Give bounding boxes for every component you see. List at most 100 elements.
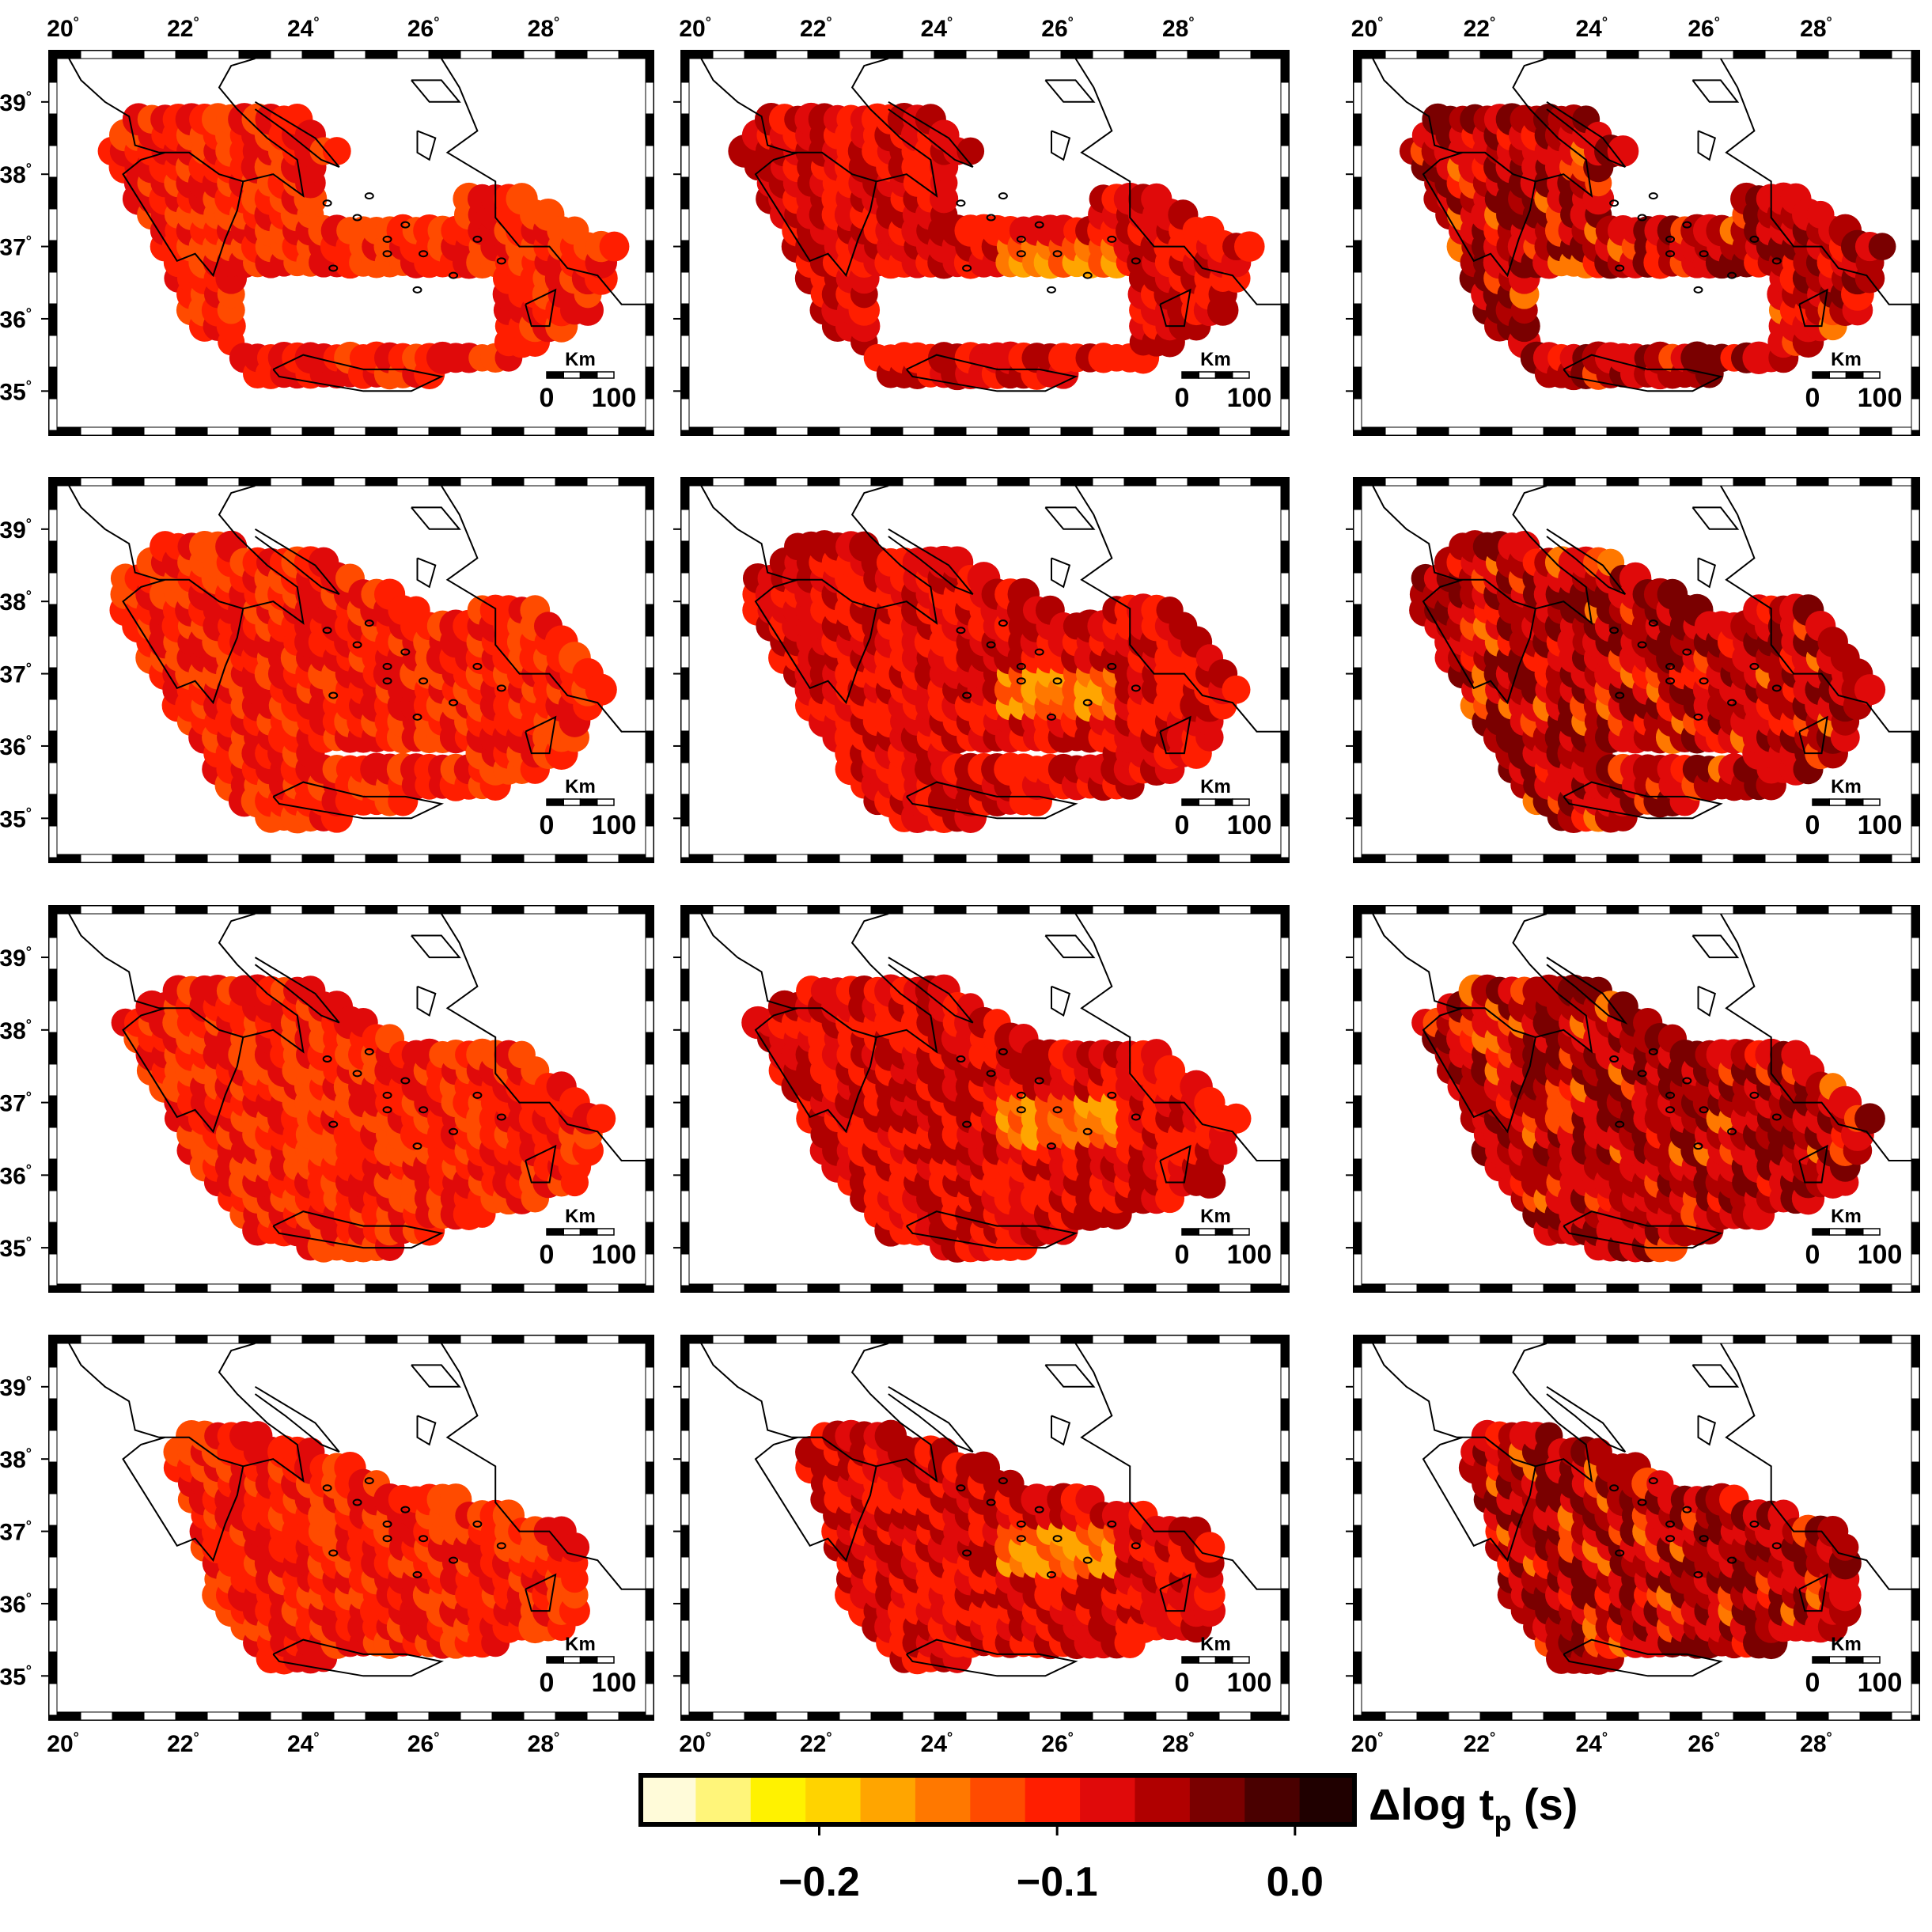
lon-tick-label: 24°	[287, 14, 320, 42]
lat-tick-label: 36°	[0, 1161, 32, 1189]
scale-bar-start: 0	[1175, 1240, 1190, 1270]
colorbar-swatch	[751, 1775, 806, 1824]
lat-tick-label: 39°	[0, 1373, 32, 1401]
lon-tick-label: 26°	[1041, 14, 1074, 42]
scale-bar-unit: Km	[1831, 1206, 1862, 1227]
scale-bar-end: 100	[1227, 383, 1272, 413]
scale-bar-end: 100	[1858, 1668, 1903, 1698]
scale-bar-end: 100	[1858, 810, 1903, 840]
scale-bar-end: 100	[1227, 810, 1272, 840]
lat-tick-label: 37°	[0, 233, 32, 261]
lon-tick-label: 22°	[1464, 1729, 1496, 1757]
scale-bar-unit: Km	[1831, 349, 1862, 370]
lon-tick-label: 26°	[1688, 14, 1720, 42]
panel-grid: 35° 36° 37° 38° 39° 20° 22° 24° 26° 28° Km 0 100 20° 2…	[0, 14, 1919, 1757]
scale-bar-end: 100	[592, 1668, 637, 1698]
lon-tick-label: 28°	[1800, 1729, 1832, 1757]
scale-bar-end: 100	[592, 383, 637, 413]
lon-tick-label: 24°	[287, 1729, 320, 1757]
scale-bar-unit: Km	[565, 1206, 596, 1227]
lat-tick-label: 37°	[0, 661, 32, 688]
scale-bar-unit: Km	[565, 776, 596, 797]
scale-bar-unit: Km	[1200, 1634, 1231, 1655]
scale-bar-end: 100	[1858, 1240, 1903, 1270]
colorbar-swatch	[1190, 1775, 1245, 1824]
scale-bar-start: 0	[540, 810, 555, 840]
scale-bar-start: 0	[1805, 1668, 1820, 1698]
lat-tick-label: 35°	[0, 1662, 32, 1690]
colorbar-tick-label: −0.1	[1017, 1859, 1098, 1905]
lon-tick-label: 24°	[1575, 1729, 1608, 1757]
scale-bar-unit: Km	[1831, 776, 1862, 797]
scale-bar-unit: Km	[565, 349, 596, 370]
lon-tick-label: 28°	[1800, 14, 1832, 42]
lon-tick-label: 28°	[528, 1729, 560, 1757]
lat-tick-label: 38°	[0, 1017, 32, 1044]
scale-bar-start: 0	[1805, 1240, 1820, 1270]
anomaly-cell	[586, 1104, 616, 1133]
lon-tick-label: 22°	[167, 1729, 199, 1757]
scale-bar-unit: Km	[565, 1634, 596, 1655]
scale-bar-start: 0	[1805, 383, 1820, 413]
anomaly-cell	[1222, 1104, 1252, 1134]
anomaly-cell	[1869, 233, 1896, 260]
scale-bar-end: 100	[592, 810, 637, 840]
colorbar-swatch	[695, 1775, 751, 1824]
colorbar-tick-label: 0.0	[1267, 1859, 1324, 1905]
lon-tick-label: 28°	[1162, 14, 1195, 42]
lon-tick-label: 26°	[407, 1729, 440, 1757]
map-panel-8: Km 0 100	[673, 906, 1289, 1292]
colorbar: −0.2 −0.1 0.0 Δlog tp (s)	[641, 1775, 1578, 1905]
scale-bar-end: 100	[1227, 1240, 1272, 1270]
colorbar-swatch	[1025, 1775, 1081, 1824]
lon-tick-label: 20°	[1351, 14, 1384, 42]
colorbar-swatch	[805, 1775, 861, 1824]
lon-tick-label: 26°	[407, 14, 440, 42]
lon-tick-label: 20°	[47, 1729, 79, 1757]
lon-tick-label: 22°	[1464, 14, 1496, 42]
lat-tick-label: 39°	[0, 89, 32, 116]
anomaly-cell	[1222, 676, 1251, 704]
scale-bar-end: 100	[592, 1240, 637, 1270]
lon-tick-label: 22°	[800, 14, 832, 42]
lon-tick-label: 26°	[1041, 1729, 1074, 1757]
scale-bar-unit: Km	[1200, 1206, 1231, 1227]
colorbar-swatch	[1080, 1775, 1135, 1824]
scale-bar-start: 0	[540, 383, 555, 413]
lon-tick-label: 26°	[1688, 1729, 1720, 1757]
lon-tick-label: 20°	[679, 1729, 711, 1757]
lon-tick-label: 22°	[800, 1729, 832, 1757]
lon-tick-label: 24°	[921, 1729, 953, 1757]
scale-bar-unit: Km	[1200, 776, 1231, 797]
lat-tick-label: 35°	[0, 377, 32, 405]
lat-tick-label: 35°	[0, 805, 32, 832]
lat-tick-label: 36°	[0, 1590, 32, 1618]
colorbar-tick-label: −0.2	[778, 1859, 860, 1905]
lon-tick-label: 28°	[528, 14, 560, 42]
colorbar-swatch	[861, 1775, 916, 1824]
lon-tick-label: 20°	[47, 14, 79, 42]
lat-tick-label: 39°	[0, 944, 32, 972]
lat-tick-label: 36°	[0, 305, 32, 333]
colorbar-swatch	[1135, 1775, 1190, 1824]
lat-tick-label: 38°	[0, 588, 32, 616]
lon-tick-label: 24°	[921, 14, 953, 42]
lat-tick-label: 37°	[0, 1089, 32, 1117]
lat-tick-label: 39°	[0, 516, 32, 544]
colorbar-swatch	[1300, 1775, 1355, 1824]
colorbar-swatch	[1244, 1775, 1300, 1824]
lon-tick-label: 24°	[1575, 14, 1608, 42]
lat-tick-label: 35°	[0, 1234, 32, 1262]
map-panel-9: Km 0 100	[1346, 906, 1919, 1292]
colorbar-title: Δlog tp (s)	[1369, 1779, 1578, 1837]
